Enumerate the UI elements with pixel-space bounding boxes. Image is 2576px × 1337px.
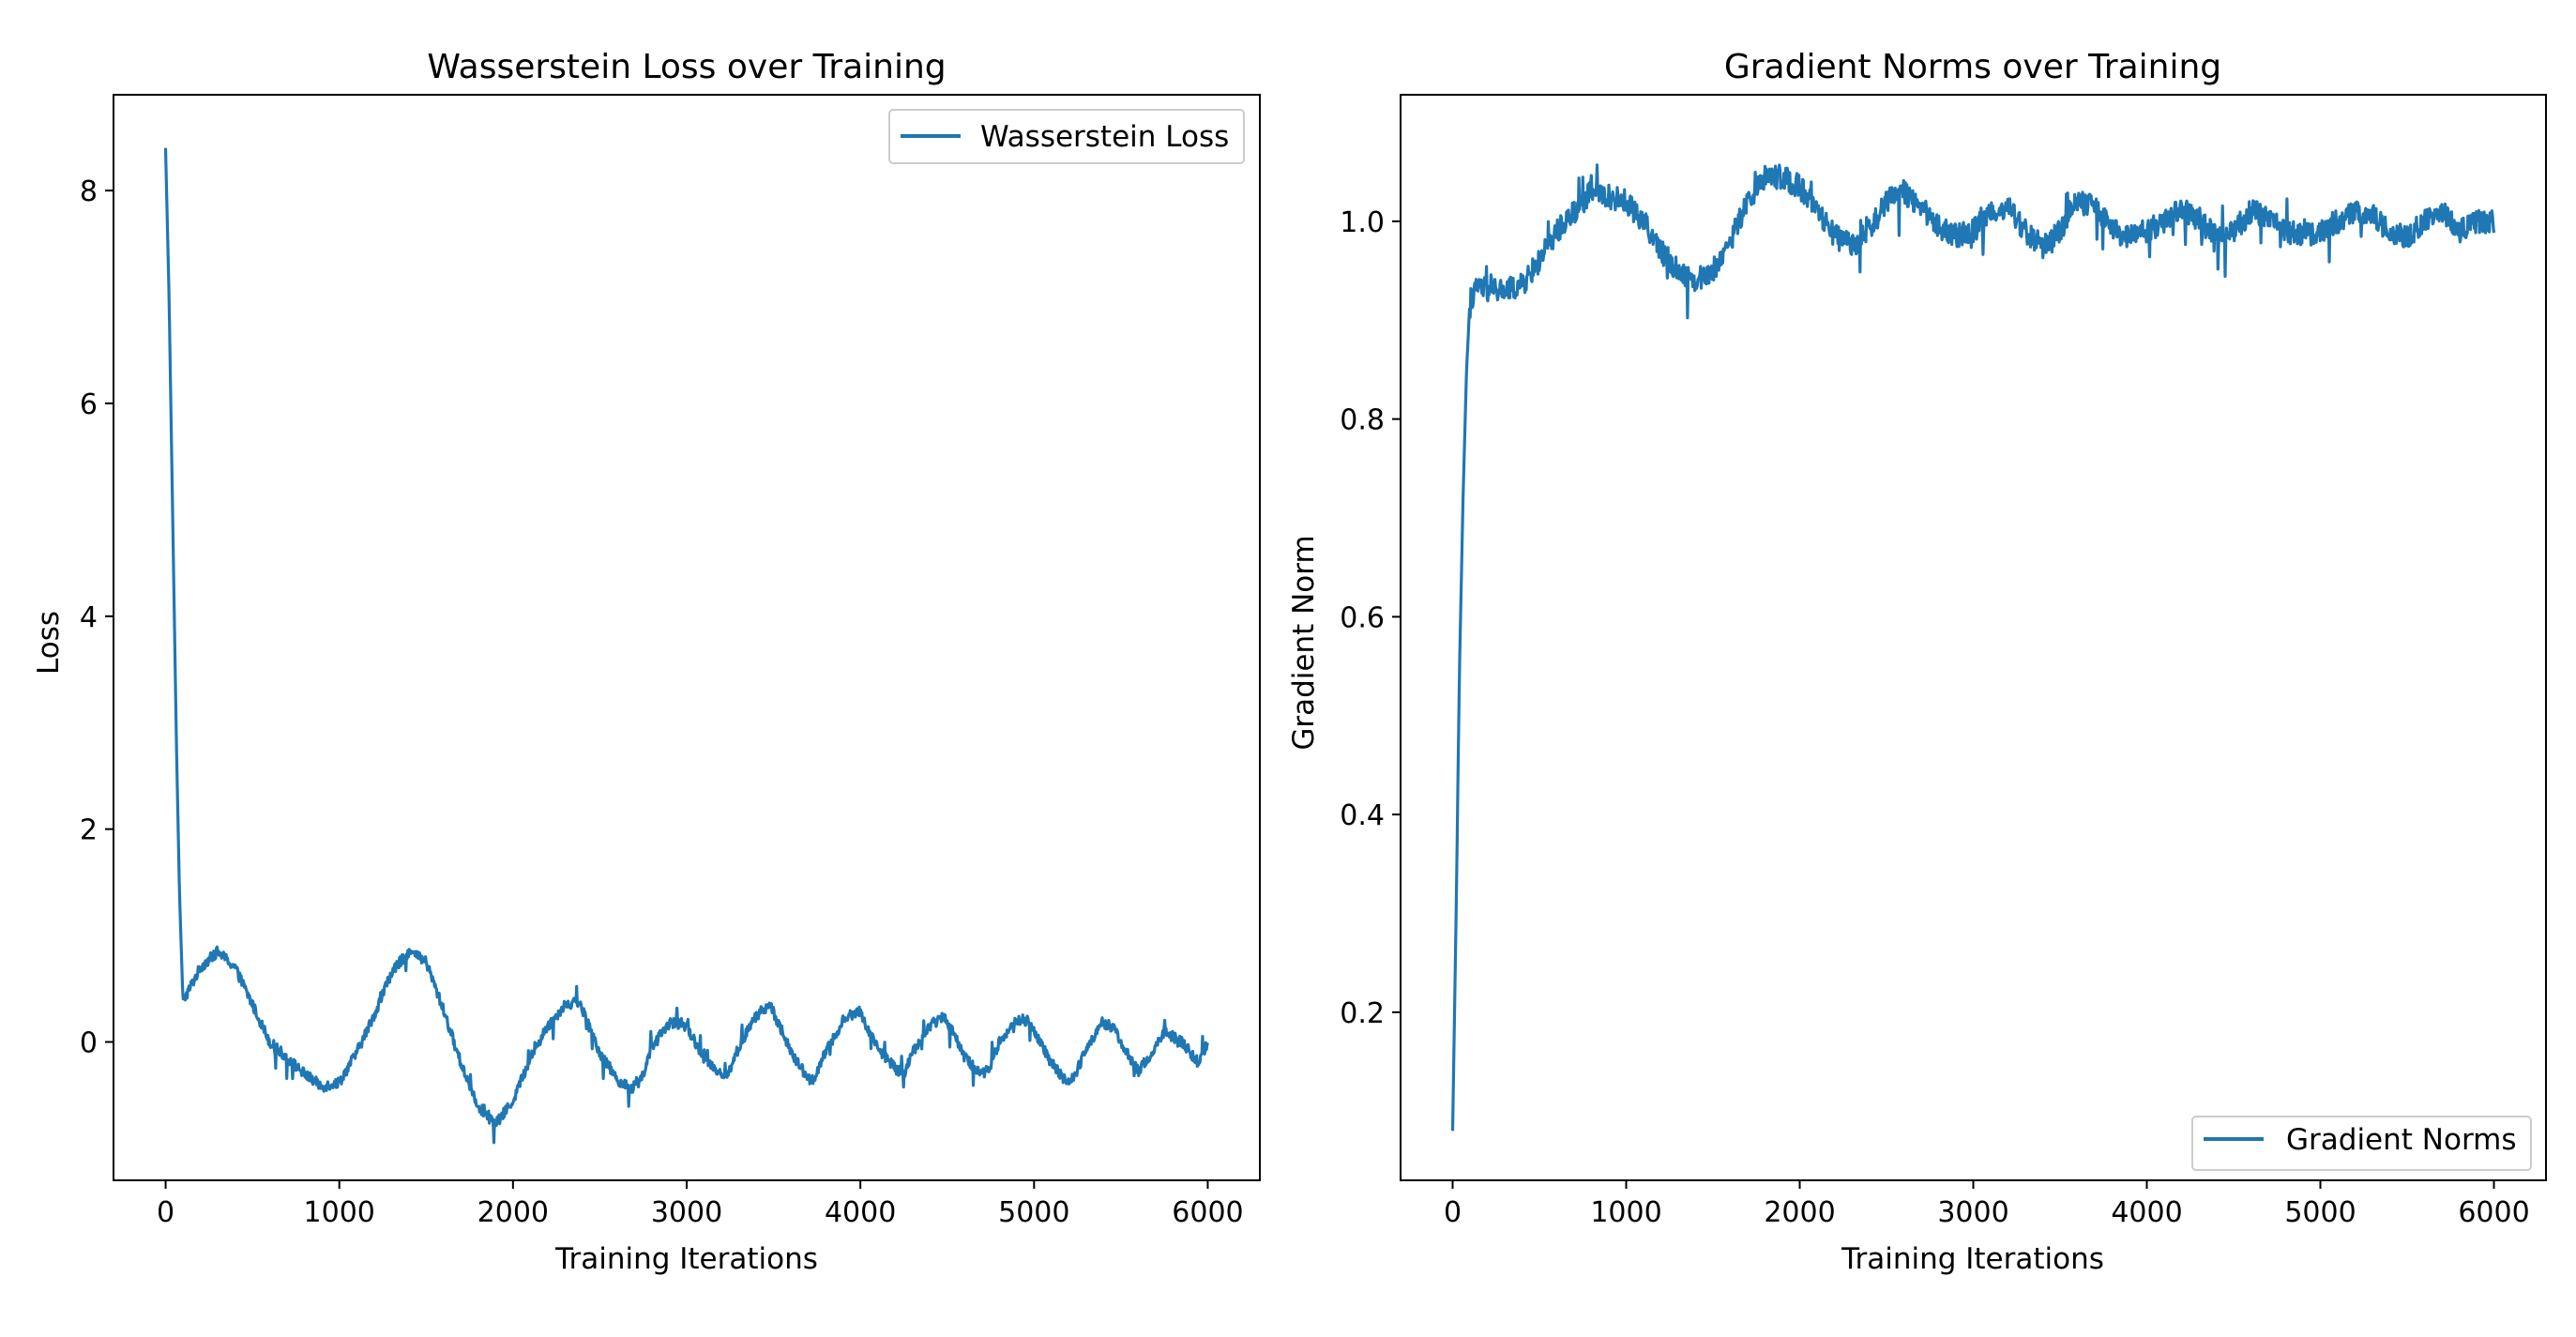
y-tick-label: 8 — [80, 175, 98, 208]
y-tick-label: 4 — [80, 601, 98, 634]
chart-title: Wasserstein Loss over Training — [427, 48, 946, 86]
y-tick-label: 0 — [80, 1027, 98, 1060]
y-tick-label: 1.0 — [1340, 206, 1385, 239]
x-tick-label: 1000 — [1590, 1196, 1661, 1229]
y-tick-label: 0.2 — [1340, 997, 1385, 1030]
x-tick-label: 6000 — [1172, 1196, 1243, 1229]
y-axis-label: Gradient Norm — [1287, 535, 1321, 750]
series-line — [1450, 163, 2496, 1132]
x-tick-label: 0 — [157, 1196, 174, 1229]
chart-title: Gradient Norms over Training — [1724, 48, 2221, 86]
y-tick-label: 0.8 — [1340, 404, 1385, 437]
legend-label-wasserstein-loss: Wasserstein Loss — [980, 120, 1229, 154]
legend-label-gradient-norms: Gradient Norms — [2286, 1123, 2517, 1157]
x-tick-label: 3000 — [1937, 1196, 2008, 1229]
x-tick-label: 0 — [1444, 1196, 1462, 1229]
x-tick-label: 5000 — [998, 1196, 1069, 1229]
x-tick-label: 2000 — [1764, 1196, 1835, 1229]
legend: Wasserstein Loss — [888, 109, 1245, 164]
x-tick-label: 1000 — [304, 1196, 375, 1229]
axis-ticks: 0 1000 2000 3000 4000 5000 6000 0.2 0.4 0.6 0.8 1.0 — [1340, 94, 2547, 1229]
y-tick-label: 6 — [80, 388, 98, 421]
x-tick-label: 5000 — [2284, 1196, 2356, 1229]
y-axis-label: Loss — [32, 611, 66, 675]
y-tick-label: 2 — [80, 814, 98, 847]
axis-ticks: 0 1000 2000 3000 4000 5000 6000 0 2 4 6 8 — [80, 94, 1261, 1229]
y-tick-label: 0.6 — [1340, 601, 1385, 634]
x-axis-label: Training Iterations — [554, 1242, 818, 1276]
legend-frame — [2191, 1116, 2532, 1171]
gradient-norms-chart: Gradient Norms over Training 0 1000 2000 30… — [1287, 48, 2547, 1276]
plot-area — [1450, 163, 2496, 1132]
x-tick-label: 3000 — [651, 1196, 722, 1229]
x-tick-label: 2000 — [477, 1196, 549, 1229]
wasserstein-loss-chart: Wasserstein Loss over Training 0 1000 2000… — [32, 48, 1261, 1276]
plot-area — [163, 147, 1209, 1145]
legend: Gradient Norms — [2191, 1116, 2532, 1171]
legend-frame — [888, 109, 1245, 164]
series-line — [163, 147, 1209, 1145]
y-tick-label: 0.4 — [1340, 799, 1385, 832]
x-tick-label: 4000 — [825, 1196, 896, 1229]
x-tick-label: 4000 — [2111, 1196, 2182, 1229]
x-tick-label: 6000 — [2458, 1196, 2529, 1229]
x-axis-label: Training Iterations — [1841, 1242, 2104, 1276]
